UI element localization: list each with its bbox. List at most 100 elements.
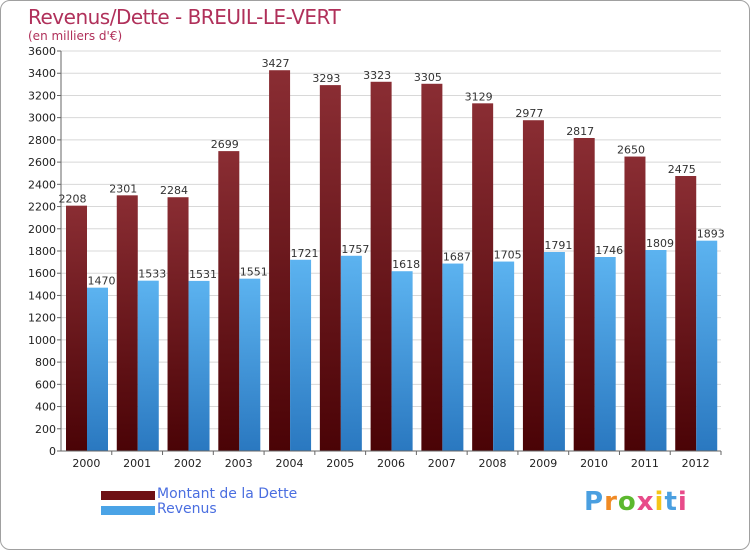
y-tick-label: 3400 — [28, 67, 56, 80]
data-label-dette: 2817 — [566, 125, 594, 138]
y-tick-label: 0 — [49, 445, 56, 458]
y-tick-label: 1000 — [28, 334, 56, 347]
logo-letter: r — [604, 487, 618, 517]
bar-dette — [675, 176, 697, 451]
y-tick-label: 800 — [35, 356, 56, 369]
legend-swatch-revenus — [101, 506, 155, 515]
x-tick-label: 2005 — [326, 457, 354, 470]
y-tick-label: 1800 — [28, 245, 56, 258]
x-tick-label: 2010 — [580, 457, 608, 470]
y-tick-label: 1400 — [28, 289, 56, 302]
axes: 0200400600800100012001400160018002000220… — [28, 45, 722, 470]
logo-letter: P — [584, 487, 605, 517]
data-label-dette: 3427 — [262, 57, 290, 70]
y-tick-label: 3000 — [28, 112, 56, 125]
x-tick-label: 2008 — [479, 457, 507, 470]
x-tick-label: 2009 — [529, 457, 557, 470]
data-label-dette: 3129 — [465, 90, 493, 103]
data-label-revenus: 1791 — [544, 239, 572, 252]
data-labels: 2208 1470 2301 1533 2284 1531 2699 1551 3427 1721… — [59, 57, 725, 287]
bar-revenus — [290, 259, 312, 451]
chart-subtitle: (en milliers d'€) — [28, 29, 123, 43]
data-label-revenus: 1551 — [240, 266, 268, 279]
bar-dette — [319, 85, 341, 451]
data-label-revenus: 1893 — [697, 228, 725, 241]
bar-revenus — [696, 240, 718, 451]
bars — [66, 70, 718, 452]
logo-letter: t — [664, 487, 678, 517]
bar-dette — [573, 138, 595, 451]
data-label-dette: 3293 — [312, 72, 340, 85]
logo-letter: o — [617, 487, 637, 517]
x-tick-label: 2000 — [72, 457, 100, 470]
data-label-dette: 2284 — [160, 184, 188, 197]
y-tick-label: 2000 — [28, 223, 56, 236]
y-tick-label: 3200 — [28, 89, 56, 102]
data-label-revenus: 1809 — [646, 237, 674, 250]
x-tick-label: 2003 — [225, 457, 253, 470]
logo-letter: i — [677, 487, 688, 517]
data-label-dette: 2475 — [668, 163, 696, 176]
bar-revenus — [543, 252, 565, 451]
chart-title: Revenus/Dette - BREUIL-LE-VERT — [28, 5, 341, 29]
bar-revenus — [87, 287, 108, 451]
bar-dette — [522, 120, 544, 451]
data-label-revenus: 1470 — [88, 275, 116, 288]
data-label-dette: 2977 — [515, 107, 543, 120]
y-tick-label: 2400 — [28, 178, 56, 191]
bar-revenus — [188, 280, 210, 451]
data-label-revenus: 1746 — [595, 244, 623, 257]
data-label-revenus: 1533 — [138, 268, 166, 281]
bar-revenus — [137, 280, 159, 451]
data-label-dette: 2301 — [109, 182, 137, 195]
bar-dette — [167, 197, 189, 451]
bar-dette — [370, 81, 392, 452]
bar-dette — [421, 83, 443, 452]
bar-revenus — [340, 255, 362, 451]
proxiti-logo: Proxiti — [584, 487, 688, 517]
data-label-revenus: 1757 — [341, 243, 369, 256]
y-tick-label: 1600 — [28, 267, 56, 280]
data-label-revenus: 1687 — [443, 251, 471, 264]
x-tick-label: 2011 — [631, 457, 659, 470]
bar-revenus — [645, 250, 667, 451]
x-tick-label: 2006 — [377, 457, 405, 470]
bar-dette — [269, 70, 291, 451]
bar-revenus — [239, 278, 261, 451]
bar-revenus — [594, 257, 616, 451]
data-label-dette: 2699 — [211, 138, 239, 151]
y-tick-label: 3600 — [28, 45, 56, 58]
data-label-revenus: 1721 — [291, 247, 319, 260]
y-tick-label: 400 — [35, 401, 56, 414]
y-tick-label: 2200 — [28, 201, 56, 214]
bar-revenus — [391, 271, 413, 451]
y-tick-label: 200 — [35, 423, 56, 436]
bar-revenus — [442, 263, 464, 451]
x-tick-label: 2012 — [682, 457, 710, 470]
legend-label-revenus: Revenus — [157, 501, 217, 517]
bar-revenus — [493, 261, 515, 451]
y-tick-label: 600 — [35, 378, 56, 391]
bar-dette — [66, 205, 87, 451]
bar-dette — [472, 103, 494, 451]
y-tick-label: 2800 — [28, 134, 56, 147]
x-tick-label: 2001 — [123, 457, 151, 470]
x-tick-label: 2004 — [275, 457, 303, 470]
bar-dette — [116, 195, 138, 451]
legend-swatch-dette — [101, 491, 155, 500]
y-tick-label: 1200 — [28, 312, 56, 325]
x-tick-label: 2002 — [174, 457, 202, 470]
data-label-revenus: 1531 — [189, 268, 217, 281]
logo-letter: x — [636, 487, 655, 517]
x-tick-label: 2007 — [428, 457, 456, 470]
data-label-dette: 2650 — [617, 144, 645, 157]
data-label-revenus: 1618 — [392, 258, 420, 271]
data-label-dette: 3323 — [363, 69, 391, 82]
bar-dette — [624, 156, 646, 452]
logo-letter: i — [654, 487, 665, 517]
data-label-dette: 3305 — [414, 71, 442, 84]
data-label-dette: 2208 — [59, 193, 87, 206]
data-label-revenus: 1705 — [494, 249, 522, 262]
